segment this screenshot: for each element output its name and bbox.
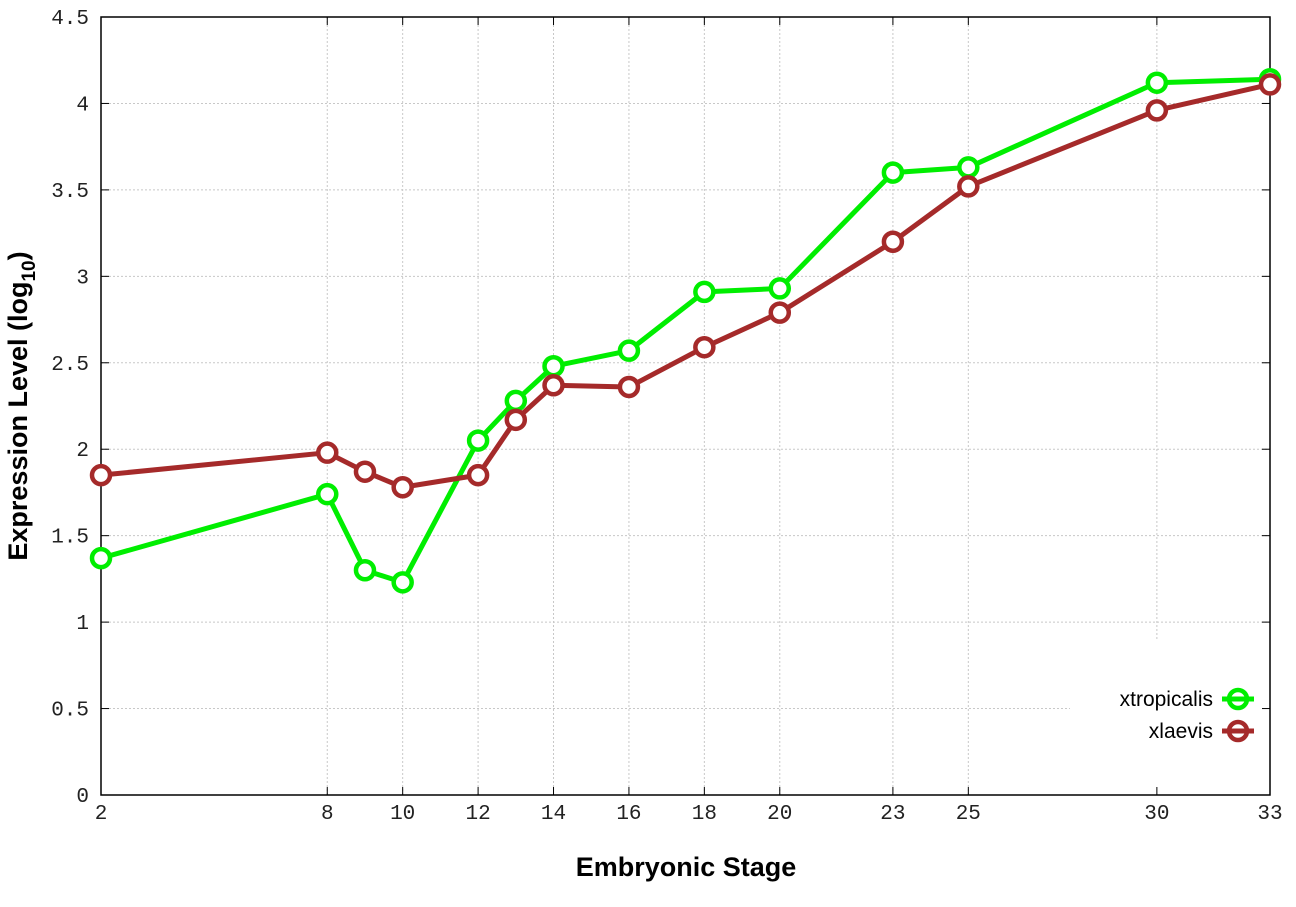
- data-point-xlaevis: [957, 175, 980, 198]
- data-point-xlaevis: [1258, 73, 1282, 96]
- data-point-xlaevis: [768, 301, 792, 324]
- x-tick-label: 14: [541, 803, 566, 826]
- series-layer: [89, 67, 1282, 594]
- legend-label: xtropicalis: [1120, 688, 1213, 711]
- data-point-xtropicalis: [542, 354, 565, 378]
- axes: 0 0.5 1 1.5 2 2.5 3 3.5 4 4.5 2 8 10 12 14 16 18 20 23 25 30…: [51, 8, 1282, 826]
- x-tick-label: 23: [880, 803, 905, 826]
- data-point-xtropicalis: [957, 156, 980, 179]
- y-tick-label: 0: [76, 786, 89, 809]
- y-axis-label: Expression Level (log10): [3, 251, 40, 560]
- x-tick-label: 12: [465, 803, 490, 826]
- x-tick-label: 2: [95, 803, 108, 826]
- data-point-xtropicalis: [504, 389, 528, 413]
- x-tick-label: 8: [321, 803, 334, 826]
- y-tick-label: 4: [76, 94, 89, 117]
- y-tick-label: 2.5: [51, 354, 89, 377]
- data-point-xlaevis: [542, 374, 565, 397]
- data-point-xlaevis: [881, 230, 905, 254]
- x-tick-label: 20: [767, 803, 792, 826]
- data-point-xlaevis: [391, 476, 414, 499]
- series-line-xlaevis: [100, 81, 1271, 490]
- x-tick-label: 33: [1257, 803, 1282, 826]
- x-tick-label: 10: [390, 803, 415, 826]
- x-tick-label: 30: [1144, 803, 1169, 826]
- legend: xtropicalis xlaevis: [1120, 687, 1254, 743]
- y-tick-label: 2: [76, 440, 89, 463]
- data-point-xlaevis: [316, 441, 339, 464]
- y-tick-label: 0.5: [51, 700, 89, 723]
- data-point-xtropicalis: [693, 280, 716, 304]
- data-point-xlaevis: [504, 408, 528, 432]
- data-point-xlaevis: [617, 375, 641, 399]
- data-point-xtropicalis: [391, 571, 414, 594]
- data-point-xlaevis: [693, 335, 716, 359]
- data-point-xtropicalis: [1145, 71, 1169, 94]
- data-point-xtropicalis: [466, 429, 490, 452]
- data-point-xlaevis: [89, 463, 113, 487]
- y-tick-label: 3: [76, 267, 89, 290]
- y-tick-label: 4.5: [51, 8, 89, 31]
- plot-frame: [100, 16, 1271, 796]
- data-point-xlaevis: [353, 460, 377, 483]
- y-tick-label: 1.5: [51, 527, 89, 550]
- legend-label: xlaevis: [1149, 720, 1213, 743]
- data-point-xlaevis: [1145, 99, 1169, 122]
- x-tick-label: 18: [692, 803, 717, 826]
- data-point-xtropicalis: [353, 558, 377, 582]
- y-tick-label: 1: [76, 613, 89, 636]
- data-point-xlaevis: [466, 463, 490, 487]
- x-tick-label: 16: [616, 803, 641, 826]
- x-axis-label: Embryonic Stage: [576, 852, 797, 882]
- data-point-xtropicalis: [617, 339, 641, 362]
- data-point-xtropicalis: [768, 277, 792, 300]
- data-point-xtropicalis: [89, 546, 113, 570]
- series-line-xtropicalis: [100, 76, 1271, 585]
- grid: [101, 17, 1270, 795]
- y-tick-label: 3.5: [51, 181, 89, 204]
- data-point-xtropicalis: [881, 161, 905, 184]
- data-point-xtropicalis: [316, 482, 339, 506]
- x-tick-label: 25: [956, 803, 981, 826]
